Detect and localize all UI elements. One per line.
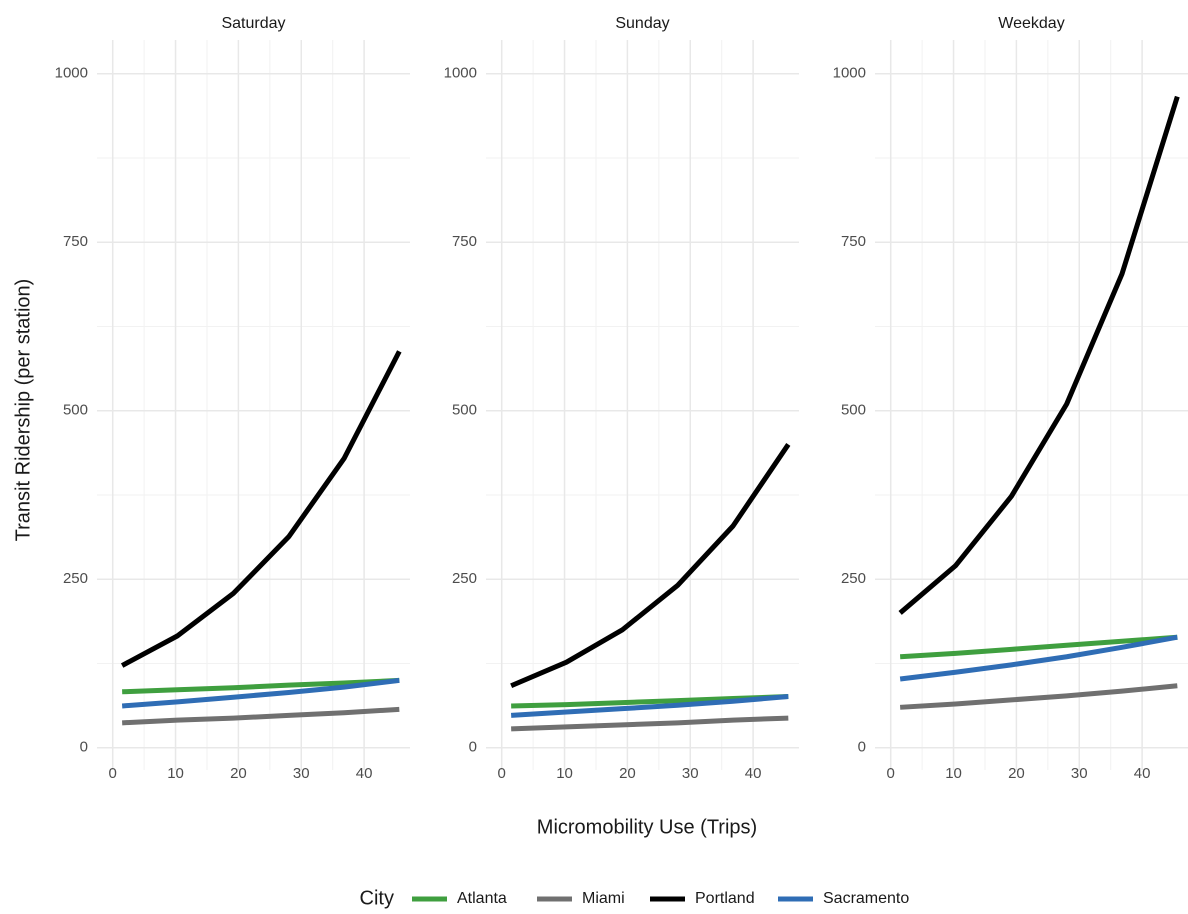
- line: [510, 443, 791, 689]
- x-tick-label: 40: [745, 765, 762, 782]
- line: [899, 634, 1178, 660]
- x-tick-label: 10: [556, 765, 573, 782]
- legend-label: Portland: [695, 890, 755, 907]
- panel-title: Sunday: [615, 15, 669, 32]
- x-tick-label: 40: [1134, 765, 1151, 782]
- y-tick-label: 1000: [833, 65, 866, 82]
- y-tick-label: 0: [469, 739, 477, 756]
- x-axis-label: Micromobility Use (Trips): [537, 816, 757, 838]
- y-tick-label: 1000: [444, 65, 477, 82]
- y-tick-label: 250: [841, 570, 866, 587]
- y-tick-label: 250: [452, 570, 477, 587]
- line: [120, 350, 402, 668]
- x-tick-label: 20: [230, 765, 247, 782]
- x-tick-label: 0: [109, 765, 117, 782]
- x-tick-label: 30: [1071, 765, 1088, 782]
- panel-title: Saturday: [221, 15, 285, 32]
- x-tick-label: 10: [945, 765, 962, 782]
- y-tick-label: 0: [858, 739, 866, 756]
- legend-title: City: [360, 887, 394, 909]
- y-tick-label: 1000: [55, 65, 88, 82]
- y-tick-label: 750: [841, 233, 866, 250]
- line: [899, 683, 1178, 710]
- y-tick-label: 500: [452, 402, 477, 419]
- y-tick-label: 750: [452, 233, 477, 250]
- x-tick-label: 20: [1008, 765, 1025, 782]
- y-tick-label: 0: [80, 739, 88, 756]
- line: [899, 634, 1178, 682]
- y-tick-label: 750: [63, 233, 88, 250]
- x-tick-label: 20: [619, 765, 636, 782]
- y-tick-label: 500: [63, 402, 88, 419]
- line: [122, 677, 400, 695]
- x-tick-label: 30: [682, 765, 699, 782]
- x-tick-label: 40: [356, 765, 373, 782]
- y-tick-label: 250: [63, 570, 88, 587]
- x-tick-label: 10: [167, 765, 184, 782]
- line: [898, 95, 1180, 615]
- x-tick-label: 0: [887, 765, 895, 782]
- legend-label: Sacramento: [823, 890, 909, 907]
- line: [121, 677, 400, 709]
- x-tick-label: 30: [293, 765, 310, 782]
- panel-title: Weekday: [998, 15, 1064, 32]
- line: [122, 706, 400, 726]
- legend-label: Atlanta: [457, 890, 507, 907]
- line: [510, 694, 789, 718]
- legend-label: Miami: [582, 890, 625, 907]
- y-tick-label: 500: [841, 402, 866, 419]
- x-tick-label: 0: [498, 765, 506, 782]
- line: [511, 715, 789, 732]
- y-axis-label: Transit Ridership (per station): [12, 279, 34, 542]
